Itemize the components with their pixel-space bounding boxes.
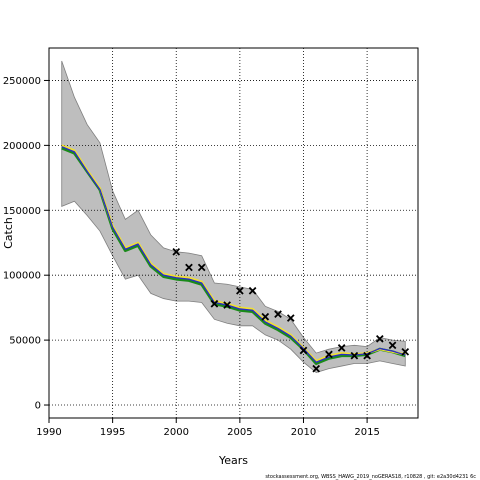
- observed-point: [197, 263, 206, 272]
- observed-point: [223, 301, 231, 309]
- x-tick-label: 1990: [36, 427, 61, 438]
- series-line-3: [61, 146, 406, 363]
- observed-point-stroke: [286, 314, 295, 322]
- observed-point-stroke: [299, 346, 308, 355]
- x-axis-title: Years: [218, 454, 248, 467]
- plot-frame: [48, 47, 419, 419]
- observed-points-layer: [172, 247, 410, 373]
- x-tick-label: 1995: [100, 427, 125, 438]
- y-tick-label: 100000: [3, 271, 41, 282]
- observed-point-stroke: [210, 299, 219, 308]
- observed-point: [185, 263, 193, 272]
- observed-point-stroke: [236, 286, 244, 295]
- observed-point: [274, 310, 282, 318]
- observed-point: [388, 341, 397, 350]
- observed-point: [375, 334, 384, 343]
- y-axis-title: Catch: [2, 217, 15, 249]
- observed-point: [248, 286, 257, 295]
- observed-point-stroke: [172, 247, 181, 256]
- y-tick-label: 150000: [3, 206, 41, 217]
- observed-point: [401, 347, 410, 356]
- observed-point: [325, 350, 333, 359]
- observed-point-stroke: [325, 350, 333, 359]
- observed-point: [299, 346, 308, 355]
- observed-point-stroke: [223, 301, 231, 309]
- observed-point-stroke: [375, 334, 384, 343]
- observed-point-stroke: [312, 364, 321, 373]
- y-tick-label: 0: [35, 401, 41, 412]
- observed-point: [350, 351, 359, 360]
- observed-point-stroke: [248, 286, 257, 295]
- observed-point-stroke: [185, 263, 193, 272]
- observed-point: [337, 344, 346, 352]
- observed-point: [261, 312, 270, 321]
- x-tick-label: 2010: [291, 427, 316, 438]
- observed-point: [210, 299, 219, 308]
- observed-point: [286, 314, 295, 322]
- confidence-band-layer: [61, 60, 406, 374]
- observed-point-stroke: [363, 351, 371, 360]
- footer-note: stockassessment.org, WBSS_HAWG_2019_noGE…: [265, 474, 476, 480]
- observed-point: [236, 286, 244, 295]
- y-tick-label: 50000: [9, 336, 41, 347]
- x-tick-label: 2000: [164, 427, 189, 438]
- observed-point: [312, 364, 321, 373]
- y-tick-label: 200000: [3, 141, 41, 152]
- y-tick-label: 250000: [3, 76, 41, 87]
- observed-point: [172, 247, 181, 256]
- observed-point: [363, 351, 371, 360]
- y-axis: 0 50000 100000 150000 200000 250000: [3, 76, 49, 412]
- x-axis: 1990 1995 2000 2005 2010 2015: [36, 418, 380, 438]
- observed-point-stroke: [197, 263, 206, 272]
- observed-point-stroke: [350, 351, 359, 360]
- series-layer: [61, 144, 406, 365]
- observed-point-stroke: [388, 341, 397, 350]
- observed-point-stroke: [401, 347, 410, 356]
- confidence-band: [61, 60, 406, 374]
- observed-point-stroke: [337, 344, 346, 352]
- x-tick-label: 2015: [354, 427, 379, 438]
- x-tick-label: 2005: [227, 427, 252, 438]
- observed-point-stroke: [274, 310, 282, 318]
- observed-point-stroke: [261, 312, 270, 321]
